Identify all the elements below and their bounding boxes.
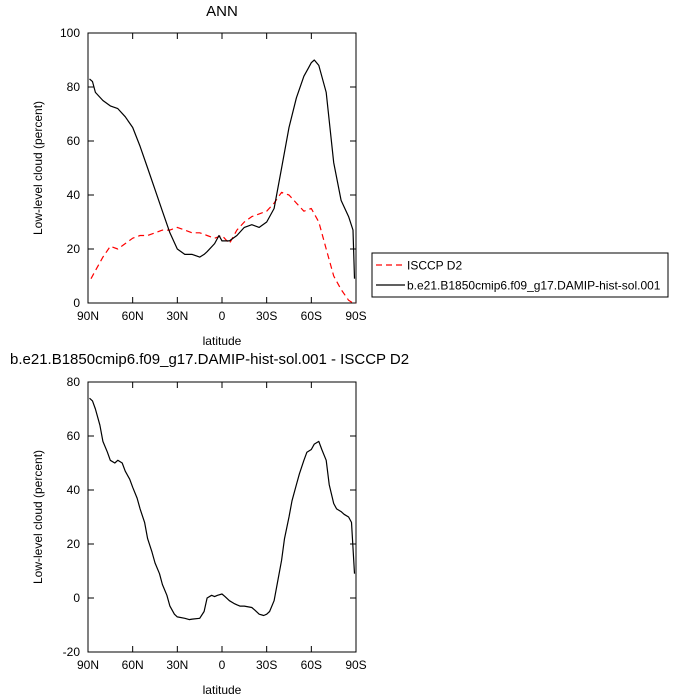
top-y-axis: 0 20 40 60 80 100	[60, 26, 356, 310]
x-tick-label: 90N	[77, 309, 99, 323]
legend-label-model: b.e21.B1850cmip6.f09_g17.DAMIP-hist-sol.…	[407, 279, 661, 293]
top-series-group	[89, 59, 356, 304]
y-tick-label: 0	[73, 296, 80, 310]
series-line-model	[89, 59, 356, 279]
x-tick-label: 30N	[166, 309, 188, 323]
x-tick-label: 60S	[301, 309, 322, 323]
x-tick-label: 90N	[77, 658, 99, 672]
x-tick-label: 60N	[122, 309, 144, 323]
top-y-axis-label: Low-level cloud (percent)	[31, 101, 45, 235]
y-tick-label: 80	[67, 375, 81, 389]
top-panel: ANN 0 20 40 60 80 100 90N 60N 30N 0 30S 60S 90S lat…	[31, 3, 367, 348]
x-tick-label: 90S	[345, 309, 366, 323]
x-tick-label: 30S	[256, 309, 277, 323]
bottom-x-axis-label: latitude	[203, 683, 242, 697]
y-tick-label: 100	[60, 26, 80, 40]
bottom-series-group	[89, 397, 356, 621]
y-tick-label: -20	[63, 645, 81, 659]
y-tick-label: 80	[67, 80, 81, 94]
series-line-isccp-d2	[90, 191, 356, 304]
legend-box	[371, 252, 669, 298]
legend-label-isccp: ISCCP D2	[407, 259, 462, 273]
bottom-y-axis-label: Low-level cloud (percent)	[31, 450, 45, 584]
x-tick-label: 30S	[256, 658, 277, 672]
top-plot-frame	[87, 32, 357, 304]
x-tick-label: 60N	[122, 658, 144, 672]
y-tick-label: 40	[67, 483, 81, 497]
legend: ISCCP D2 b.e21.B1850cmip6.f09_g17.DAMIP-…	[371, 252, 669, 298]
x-tick-label: 90S	[345, 658, 366, 672]
y-tick-label: 40	[67, 188, 81, 202]
bottom-panel: b.e21.B1850cmip6.f09_g17.DAMIP-hist-sol.…	[10, 351, 409, 697]
bottom-x-axis: 90N 60N 30N 0 30S 60S 90S	[77, 382, 367, 672]
bottom-chart-title: b.e21.B1850cmip6.f09_g17.DAMIP-hist-sol.…	[10, 351, 409, 368]
y-tick-label: 20	[67, 242, 81, 256]
x-tick-label: 30N	[166, 658, 188, 672]
x-tick-label: 0	[219, 658, 226, 672]
series-line-difference	[89, 397, 356, 621]
y-tick-label: 20	[67, 537, 81, 551]
top-chart-title: ANN	[206, 3, 238, 20]
x-tick-label: 60S	[301, 658, 322, 672]
x-tick-label: 0	[219, 309, 226, 323]
top-x-axis-label: latitude	[203, 334, 242, 348]
y-tick-label: 0	[73, 591, 80, 605]
y-tick-label: 60	[67, 429, 81, 443]
bottom-y-axis: -20 0 20 40 60 80	[63, 375, 356, 659]
y-tick-label: 60	[67, 134, 81, 148]
top-x-axis: 90N 60N 30N 0 30S 60S 90S	[77, 33, 367, 323]
bottom-plot-frame	[87, 381, 357, 653]
